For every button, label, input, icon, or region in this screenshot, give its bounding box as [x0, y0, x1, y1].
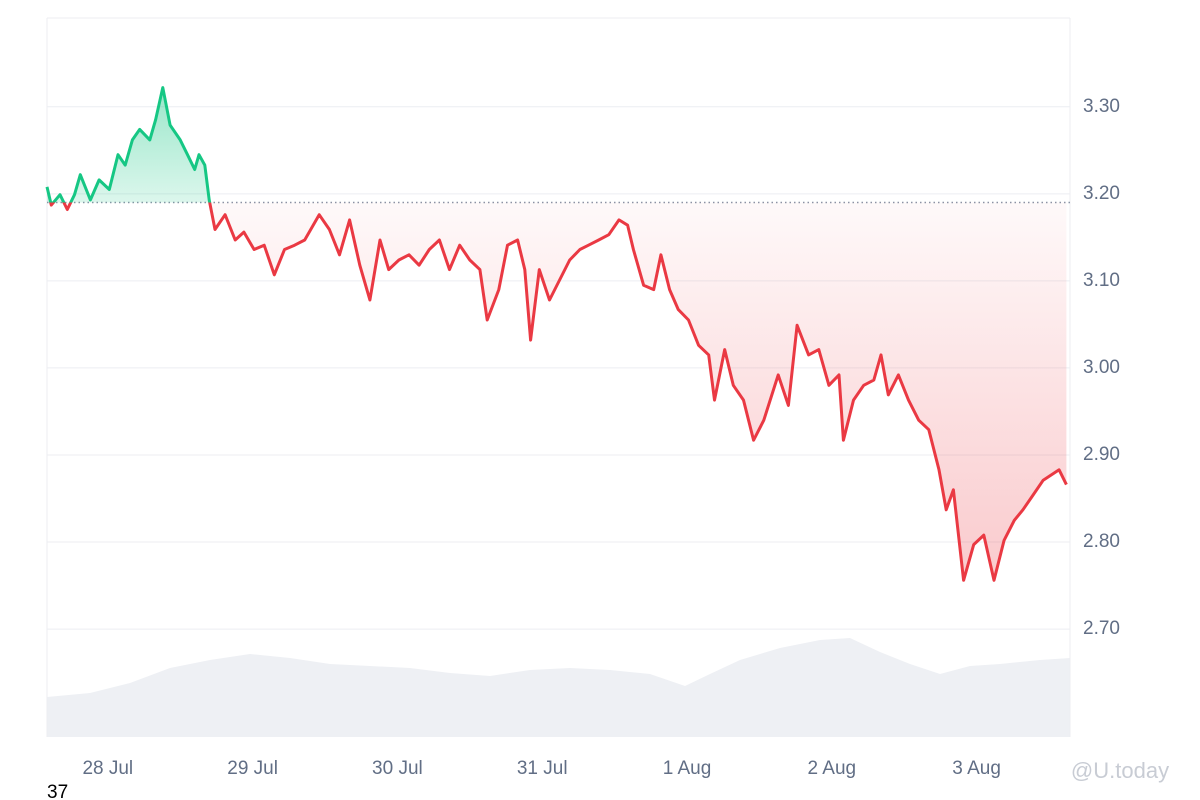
- x-tick-label: 2 Aug: [808, 758, 857, 779]
- x-tick-label: 3 Aug: [952, 758, 1001, 779]
- area: [47, 87, 1067, 581]
- y-tick-label: 3.10: [1083, 270, 1120, 291]
- x-tick-label: 1 Aug: [663, 758, 712, 779]
- x-tick-label: 28 Jul: [82, 758, 133, 779]
- y-tick-label: 2.90: [1083, 444, 1120, 465]
- y-tick-label: 3.20: [1083, 183, 1120, 204]
- footnote: 37: [47, 782, 68, 800]
- y-tick-label: 2.70: [1083, 618, 1120, 639]
- x-tick-label: 29 Jul: [227, 758, 278, 779]
- y-tick-label: 3.00: [1083, 357, 1120, 378]
- watermark: @U.today: [1071, 758, 1169, 783]
- volume-area: [47, 638, 1070, 737]
- x-tick-label: 31 Jul: [517, 758, 568, 779]
- y-tick-label: 2.80: [1083, 531, 1120, 552]
- y-tick-label: 3.30: [1083, 96, 1120, 117]
- x-tick-label: 30 Jul: [372, 758, 423, 779]
- price-line: [45, 86, 1068, 582]
